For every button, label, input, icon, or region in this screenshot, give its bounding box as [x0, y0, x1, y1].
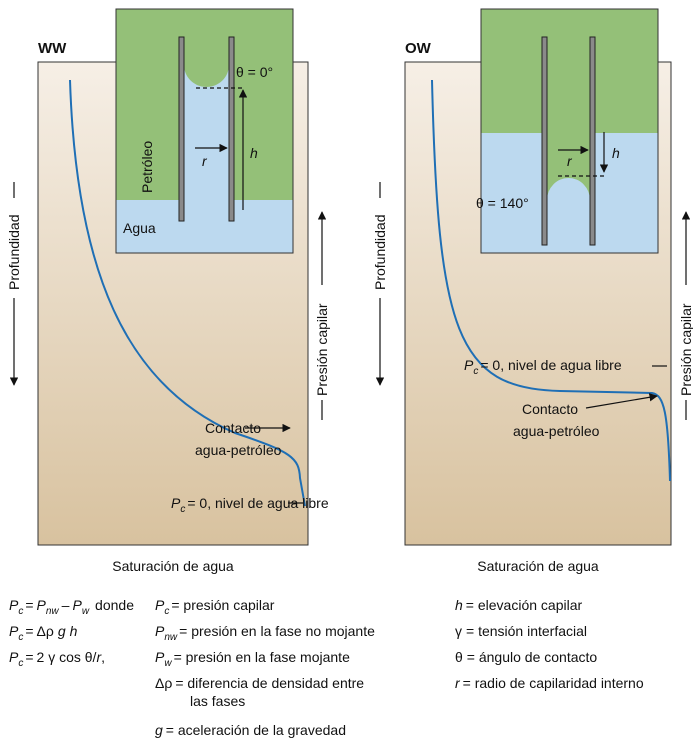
tube-wall	[590, 37, 595, 245]
symbol-def: Pc= presión capilar	[155, 597, 275, 617]
text-part: = elevación capilar	[466, 597, 583, 613]
panel-ww: WW θ = 0° r h Petróleo Agua Profundidad …	[6, 9, 330, 574]
water-label: Agua	[123, 220, 156, 236]
panel-ow: OW θ = 140° r h Profundidad Presión capi…	[372, 9, 693, 574]
text-part: w	[164, 658, 172, 669]
symbol-def: θ= ángulo de contacto	[455, 649, 597, 665]
depth-label: Profundidad	[372, 214, 388, 290]
text-part: = radio de capilaridad interno	[463, 675, 644, 691]
text-part: = presión capilar	[171, 597, 274, 613]
text-part: = presión en la fase no mojante	[179, 623, 375, 639]
h-label: h	[612, 145, 620, 161]
symbol-def: Pw= presión en la fase mojante	[155, 649, 350, 669]
contact-label: agua-petróleo	[195, 442, 282, 458]
x-axis-label: Saturación de agua	[477, 558, 599, 574]
theta-label: θ = 0°	[236, 64, 273, 80]
text-part: =	[25, 597, 33, 613]
panel-label: WW	[38, 40, 67, 57]
symbol-def: r= radio de capilaridad interno	[455, 675, 644, 691]
text-part: h	[70, 623, 78, 639]
meniscus	[547, 178, 590, 222]
text-part: donde	[95, 597, 134, 613]
text-part: g	[155, 722, 163, 738]
text-part: = 0, nivel de agua libre	[480, 357, 621, 373]
text-part: nw	[46, 606, 60, 617]
text-part: =	[25, 623, 33, 639]
symbol-def: Pnw= presión en la fase no mojante	[155, 623, 375, 643]
contact-label: agua-petróleo	[513, 423, 600, 439]
meniscus	[184, 43, 229, 87]
text-part: w	[82, 606, 90, 617]
text-part: = presión en la fase mojante	[174, 649, 350, 665]
theta-label: θ = 140°	[476, 195, 529, 211]
pressure-label: Presión capilar	[678, 303, 693, 396]
text-part: θ	[455, 649, 463, 665]
oil-label: Petróleo	[139, 141, 155, 193]
text-part: r	[455, 675, 461, 691]
text-part: = diferencia de densidad entre	[175, 675, 364, 691]
inset: θ = 140° r h	[476, 9, 658, 253]
text-part: =	[25, 649, 33, 665]
symbol-def: g= aceleración de la gravedad	[155, 722, 346, 738]
h-label: h	[250, 145, 258, 161]
text-part: c	[164, 606, 169, 617]
symbol-def: Δρ= diferencia de densidad entre	[155, 675, 364, 691]
text-part: c	[18, 658, 23, 669]
formula: Pc=2 γ cos θ/r,	[9, 649, 105, 669]
tube-wall	[542, 37, 547, 245]
text-part: = aceleración de la gravedad	[166, 722, 346, 738]
text-part: –	[62, 597, 70, 613]
text-part: γ	[455, 623, 462, 639]
text-part: = tensión interfacial	[466, 623, 587, 639]
text-part: g	[58, 623, 66, 639]
x-axis-label: Saturación de agua	[112, 558, 234, 574]
text-part: Δρ	[37, 623, 54, 639]
text-part: c	[180, 504, 185, 515]
contact-label: Contacto	[522, 401, 578, 417]
pressure-label: Presión capilar	[314, 303, 330, 396]
tube-wall	[229, 37, 234, 221]
text-part: h	[455, 597, 463, 613]
tube-wall	[179, 37, 184, 221]
text-part: ,	[101, 649, 105, 665]
text-part: Δρ	[155, 675, 172, 691]
text-part: nw	[164, 632, 178, 643]
depth-label: Profundidad	[6, 214, 22, 290]
diagram: WW θ = 0° r h Petróleo Agua Profundidad …	[0, 0, 693, 752]
symbol-def: las fases	[190, 693, 245, 709]
text-part: = ángulo de contacto	[467, 649, 598, 665]
panel-label: OW	[405, 40, 432, 57]
text-part: 2 γ cos θ/	[37, 649, 97, 665]
symbol-def: γ= tensión interfacial	[455, 623, 587, 639]
text-part: c	[18, 632, 23, 643]
inset: θ = 0° r h Petróleo Agua	[116, 9, 293, 253]
oil-region	[481, 9, 658, 133]
text-part: c	[473, 366, 478, 377]
symbol-def: h= elevación capilar	[455, 597, 582, 613]
text-part: c	[18, 606, 23, 617]
text-part: = 0, nivel de agua libre	[187, 495, 328, 511]
